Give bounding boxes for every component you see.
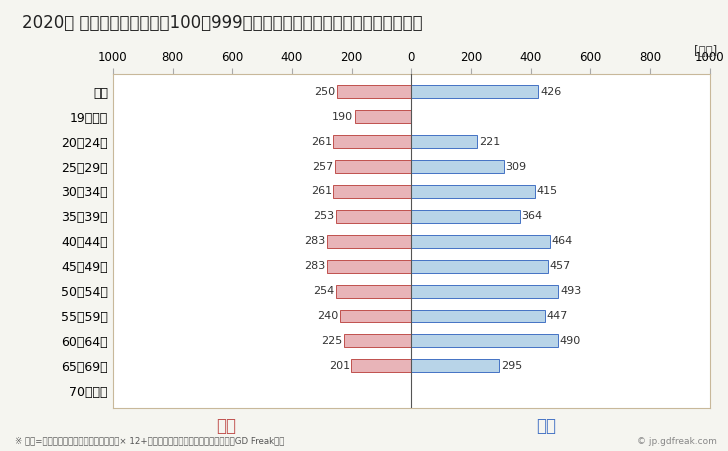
Text: 283: 283: [304, 236, 325, 246]
Bar: [336, 210, 411, 223]
Text: 309: 309: [505, 161, 526, 171]
Bar: [411, 85, 539, 98]
Text: 254: 254: [313, 286, 334, 296]
Text: ※ 年収=「きまって支給する現金給与額」× 12+「年間賞与その他特別給与額」としてGD Freak推計: ※ 年収=「きまって支給する現金給与額」× 12+「年間賞与その他特別給与額」と…: [15, 437, 284, 446]
Bar: [411, 135, 478, 148]
Bar: [411, 309, 545, 322]
Text: 261: 261: [311, 186, 332, 197]
Text: 493: 493: [560, 286, 581, 296]
Bar: [411, 335, 558, 347]
Text: 426: 426: [540, 87, 561, 97]
Bar: [355, 110, 411, 123]
Text: 221: 221: [479, 137, 500, 147]
Text: 190: 190: [332, 112, 353, 122]
Bar: [411, 185, 535, 198]
Bar: [333, 185, 411, 198]
Bar: [411, 359, 499, 372]
Text: 447: 447: [546, 311, 568, 321]
Bar: [352, 359, 411, 372]
Bar: [411, 260, 547, 273]
Text: 257: 257: [312, 161, 333, 171]
Text: 415: 415: [537, 186, 558, 197]
Bar: [411, 160, 504, 173]
Bar: [327, 235, 411, 248]
Bar: [335, 160, 411, 173]
Text: 364: 364: [521, 212, 542, 221]
Text: 283: 283: [304, 261, 325, 271]
Bar: [411, 235, 550, 248]
Text: 男性: 男性: [536, 417, 556, 435]
Text: © jp.gdfreak.com: © jp.gdfreak.com: [637, 437, 717, 446]
Bar: [327, 260, 411, 273]
Text: 261: 261: [311, 137, 332, 147]
Bar: [333, 135, 411, 148]
Bar: [411, 285, 558, 298]
Text: 240: 240: [317, 311, 339, 321]
Bar: [340, 309, 411, 322]
Bar: [336, 85, 411, 98]
Text: 464: 464: [551, 236, 572, 246]
Bar: [344, 335, 411, 347]
Text: 201: 201: [329, 361, 350, 371]
Bar: [411, 210, 520, 223]
Text: 295: 295: [501, 361, 522, 371]
Text: 250: 250: [314, 87, 335, 97]
Bar: [336, 285, 411, 298]
Text: 253: 253: [313, 212, 334, 221]
Text: 457: 457: [549, 261, 571, 271]
Text: 490: 490: [559, 336, 580, 346]
Text: [万円]: [万円]: [694, 45, 717, 58]
Text: 2020年 民間企業（従業者数100～999人）フルタイム労働者の男女別平均年収: 2020年 民間企業（従業者数100～999人）フルタイム労働者の男女別平均年収: [22, 14, 422, 32]
Text: 女性: 女性: [215, 417, 236, 435]
Text: 225: 225: [322, 336, 343, 346]
